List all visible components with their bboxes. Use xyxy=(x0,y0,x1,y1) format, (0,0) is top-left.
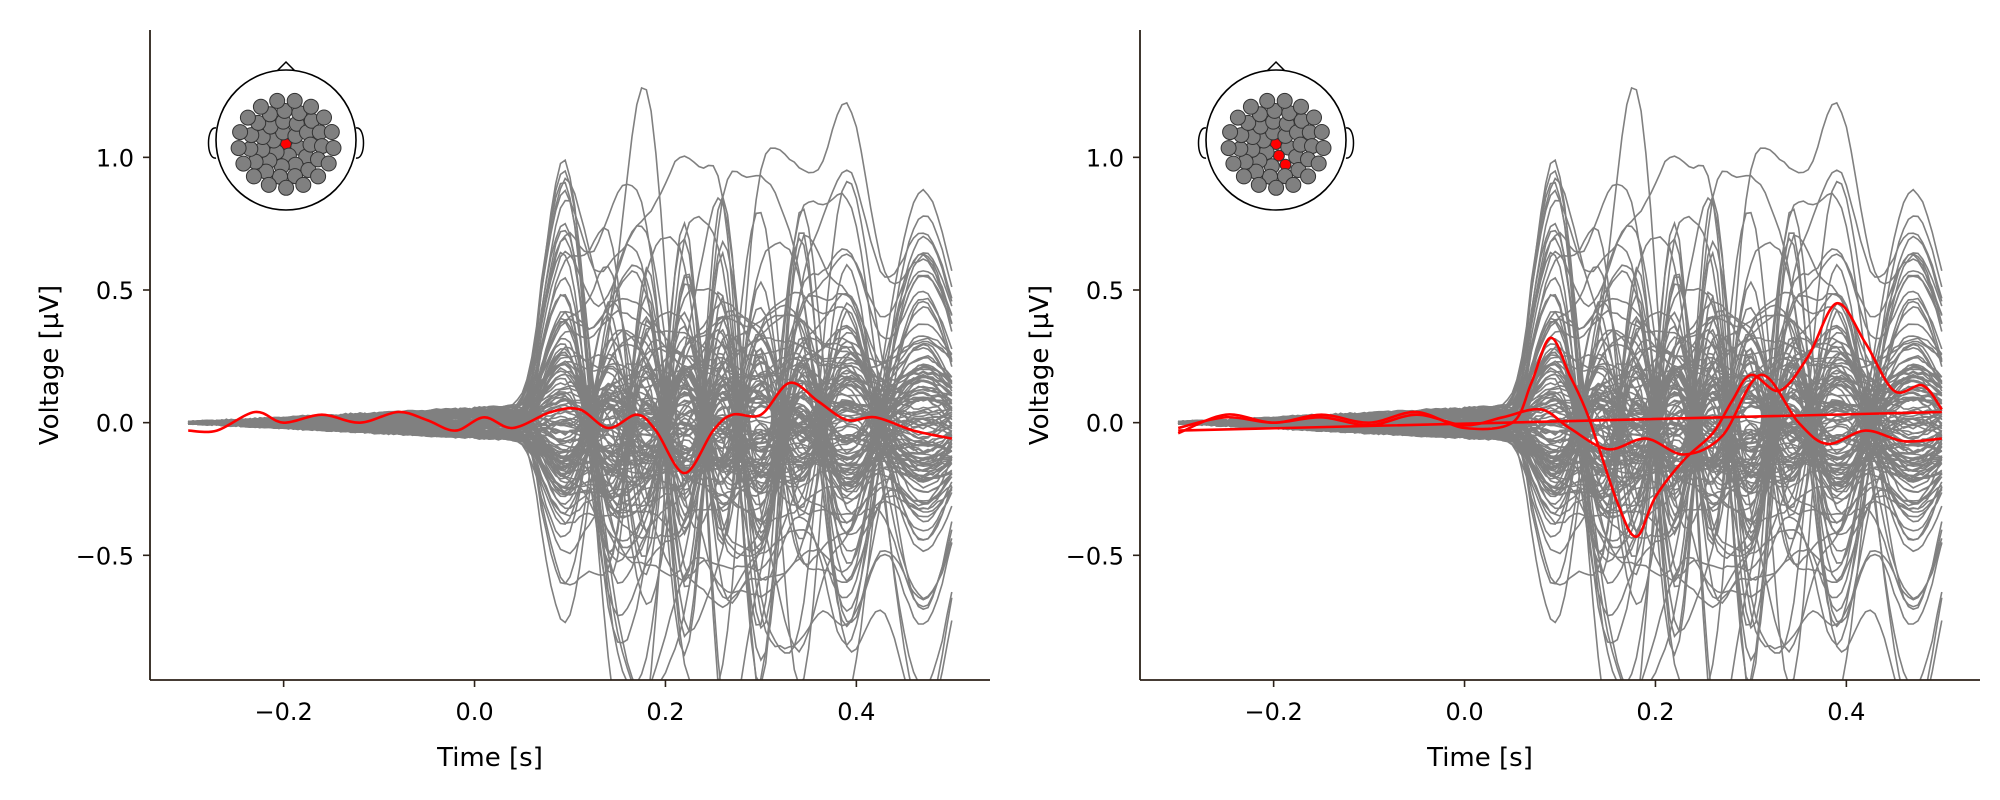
y-tick-label: 0.5 xyxy=(1086,277,1124,305)
sensor-dot xyxy=(239,109,256,126)
sensor-dot xyxy=(303,98,319,115)
x-tick-label: 0.4 xyxy=(837,698,875,726)
channel-trace xyxy=(187,352,953,447)
sensor-dot xyxy=(286,92,303,109)
x-tick-label: 0.0 xyxy=(455,698,493,726)
y-tick-label: 1.0 xyxy=(96,144,134,172)
x-tick-label: −0.2 xyxy=(254,698,312,726)
sensor-dot xyxy=(260,176,277,193)
sensor-dot xyxy=(1293,98,1309,115)
channel-trace xyxy=(1177,276,1943,585)
sensor-dot xyxy=(1310,155,1327,172)
highlighted-trace-2 xyxy=(1177,302,1943,538)
sensor-dot xyxy=(1300,168,1317,185)
trace-group xyxy=(187,86,953,680)
sensor-dot xyxy=(1268,179,1285,196)
x-tick-label: 0.2 xyxy=(1636,698,1674,726)
x-tick-label: −0.2 xyxy=(1244,698,1302,726)
y-tick-label: 0.0 xyxy=(1086,410,1124,438)
sensor-dot xyxy=(1306,109,1322,126)
sensor-dot xyxy=(1235,168,1252,185)
sensor-dot xyxy=(232,124,249,141)
trace-group xyxy=(1177,86,1943,680)
left-ear-outline xyxy=(1197,127,1207,159)
sensor-dot xyxy=(295,176,312,193)
channel-trace xyxy=(188,417,953,516)
left-erp-panel: −0.2 0.0 0.2 0.4 −0.5 0.0 0.5 1.0 Time [s] Voltag… xyxy=(35,30,990,773)
sensor-dot xyxy=(252,98,269,115)
sensor-dot xyxy=(325,140,342,156)
x-tick-label: 0.4 xyxy=(1827,698,1865,726)
sensor-dot xyxy=(278,179,295,196)
y-tick-label: 0.5 xyxy=(96,277,134,305)
channel-trace xyxy=(1178,417,1943,516)
highlighted-trace-3 xyxy=(1177,373,1942,456)
y-tick-label: −0.5 xyxy=(1066,542,1124,570)
sensor-topomap xyxy=(1197,60,1355,211)
sensor-dot xyxy=(1259,92,1276,109)
left-ear-outline xyxy=(207,127,217,159)
x-axis-label: Time [s] xyxy=(1426,743,1533,773)
nose-outline xyxy=(1266,60,1286,72)
right-ear-outline xyxy=(1345,127,1355,159)
channel-trace xyxy=(187,329,953,498)
y-tick-label: −0.5 xyxy=(76,542,134,570)
sensor-dot xyxy=(320,155,337,172)
sensor-dot xyxy=(323,124,340,140)
x-tick-label: 0.0 xyxy=(1445,698,1483,726)
sensor-topomap xyxy=(207,60,365,211)
channel-trace xyxy=(188,188,953,680)
x-tick-label: 0.2 xyxy=(646,698,684,726)
sensor-dot xyxy=(245,168,262,185)
highlighted-trace-1 xyxy=(188,381,953,475)
sensor-dot xyxy=(1222,124,1239,141)
sensor-dot xyxy=(230,140,247,157)
channel-trace xyxy=(187,357,953,499)
sensor-dot xyxy=(1229,109,1246,126)
sensor-dot xyxy=(1315,140,1332,156)
sensor-dot xyxy=(1276,92,1293,109)
sensor-dot xyxy=(1285,176,1302,193)
sensor-dot xyxy=(316,109,332,126)
channel-trace xyxy=(1177,329,1943,498)
y-axis-label: Voltage [µV] xyxy=(1025,285,1055,445)
sensor-dot xyxy=(1220,140,1237,157)
sensor-dot xyxy=(1242,98,1259,115)
x-axis-label: Time [s] xyxy=(436,743,543,773)
sensor-dot xyxy=(1250,176,1267,193)
right-erp-panel: −0.2 0.0 0.2 0.4 −0.5 0.0 0.5 1.0 Time [s] Voltag… xyxy=(1025,30,1980,773)
nose-outline xyxy=(276,60,296,72)
channel-trace xyxy=(187,276,953,585)
y-tick-label: 1.0 xyxy=(1086,144,1124,172)
sensor-dot xyxy=(1225,155,1242,172)
sensor-dot xyxy=(235,155,252,172)
sensor-dot xyxy=(1313,124,1330,140)
sensor-dot xyxy=(269,92,286,109)
right-ear-outline xyxy=(355,127,365,159)
y-axis-label: Voltage [µV] xyxy=(35,285,65,445)
sensor-dot xyxy=(310,168,327,185)
y-tick-label: 0.0 xyxy=(96,410,134,438)
